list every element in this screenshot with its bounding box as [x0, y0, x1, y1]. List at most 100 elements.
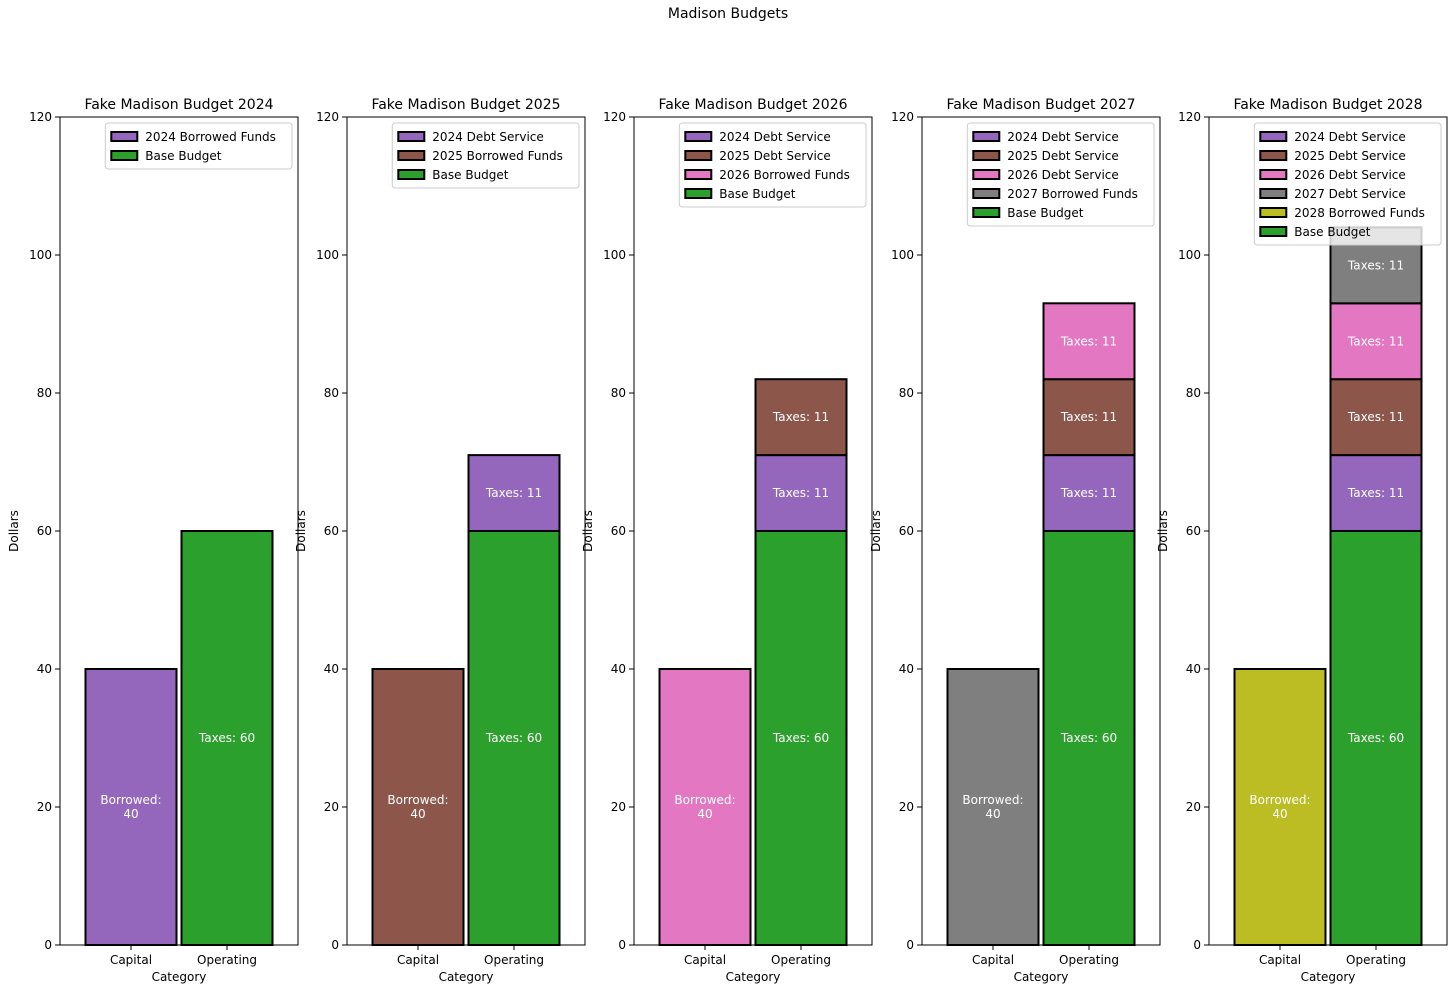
bar-segment — [1233, 668, 1327, 946]
y-axis-label: Dollars — [869, 510, 883, 552]
legend-swatch — [110, 150, 139, 161]
x-tick-label: Capital — [1259, 953, 1301, 967]
y-tick-label: 20 — [1186, 800, 1201, 814]
legend-swatch — [684, 188, 713, 199]
legend-entry: 2027 Borrowed Funds — [1007, 187, 1138, 201]
y-tick-label: 0 — [906, 938, 914, 952]
y-tick-label: 100 — [1178, 248, 1201, 262]
bar-data-label: Taxes: 11 — [1060, 410, 1117, 424]
bar-segment — [754, 530, 848, 946]
x-axis-label: Category — [439, 970, 494, 984]
legend-swatch — [110, 131, 139, 142]
chart-panel: Fake Madison Budget 2024 Dollars 0 20 40 60 80… — [7, 97, 299, 984]
bar-segment — [371, 668, 465, 946]
bar-segment — [1329, 378, 1423, 457]
bar-segment — [180, 530, 274, 946]
legend-entry: 2024 Borrowed Funds — [145, 130, 276, 144]
legend-swatch — [972, 131, 1001, 142]
y-tick-label: 120 — [1178, 110, 1201, 124]
y-tick-label: 20 — [37, 800, 52, 814]
legend-box — [678, 122, 867, 208]
bar-data-label: Taxes: 11 — [485, 486, 542, 500]
bar-data-label: Borrowed: 40 — [1249, 793, 1310, 821]
y-tick-label: 0 — [618, 938, 626, 952]
x-tick-label: Capital — [684, 953, 726, 967]
legend-swatch — [1259, 150, 1288, 161]
y-tick-label: 40 — [899, 662, 914, 676]
y-tick-label: 40 — [1186, 662, 1201, 676]
bar-data-label: Taxes: 60 — [772, 731, 829, 745]
legend-swatch — [1259, 207, 1288, 218]
bar-data-label: Taxes: 60 — [1347, 731, 1404, 745]
legend-swatch — [684, 131, 713, 142]
legend-entry: 2025 Debt Service — [1294, 149, 1405, 163]
bar-data-label: Borrowed: 40 — [962, 793, 1023, 821]
y-tick-label: 80 — [899, 386, 914, 400]
legend-swatch — [1259, 188, 1288, 199]
x-tick-label: Capital — [397, 953, 439, 967]
x-tick-label: Operating — [484, 953, 544, 967]
plot-frame — [1208, 116, 1448, 946]
bar-segment — [1329, 302, 1423, 381]
y-tick-label: 60 — [899, 524, 914, 538]
bar-data-label: Taxes: 11 — [1347, 410, 1404, 424]
y-tick-label: 60 — [324, 524, 339, 538]
bar-data-label: Taxes: 11 — [1347, 258, 1404, 272]
chart-title: Fake Madison Budget 2028 — [1233, 97, 1422, 113]
legend-swatch — [397, 169, 426, 180]
x-axis-label: Category — [152, 970, 207, 984]
x-axis-label: Category — [1301, 970, 1356, 984]
figure-title: Madison Budgets — [667, 6, 789, 22]
bar-data-label: Taxes: 11 — [1347, 486, 1404, 500]
chart-title: Fake Madison Budget 2027 — [946, 97, 1135, 113]
legend-entry: 2024 Debt Service — [1294, 130, 1405, 144]
legend-entry: 2025 Borrowed Funds — [432, 149, 563, 163]
y-tick-label: 80 — [611, 386, 626, 400]
y-tick-label: 0 — [331, 938, 339, 952]
bar-data-label: Taxes: 11 — [772, 486, 829, 500]
legend-entry: 2024 Debt Service — [432, 130, 543, 144]
y-tick-label: 20 — [611, 800, 626, 814]
legend-entry: Base Budget — [432, 168, 508, 182]
y-tick-label: 100 — [603, 248, 626, 262]
legend-box — [104, 122, 293, 170]
legend-box — [966, 122, 1155, 227]
y-tick-label: 100 — [316, 248, 339, 262]
bar-segment — [1042, 302, 1136, 381]
plot-frame — [346, 116, 586, 946]
bar-data-label: Taxes: 11 — [772, 410, 829, 424]
y-tick-label: 120 — [891, 110, 914, 124]
y-tick-label: 120 — [603, 110, 626, 124]
y-tick-label: 20 — [324, 800, 339, 814]
bar-data-label: Taxes: 60 — [198, 731, 255, 745]
x-tick-label: Operating — [771, 953, 831, 967]
bar-segment — [658, 668, 752, 946]
legend-entry: 2024 Debt Service — [1007, 130, 1118, 144]
chart-title: Fake Madison Budget 2024 — [84, 97, 273, 113]
legend-swatch — [972, 188, 1001, 199]
chart-title: Fake Madison Budget 2026 — [658, 97, 847, 113]
bar-data-label: Borrowed: 40 — [100, 793, 161, 821]
y-tick-label: 20 — [899, 800, 914, 814]
chart-panel: Fake Madison Budget 2026 Dollars 0 20 40 60 80… — [581, 97, 873, 984]
legend-entry: 2027 Debt Service — [1294, 187, 1405, 201]
legend-box — [1253, 122, 1442, 246]
bar-data-label: Taxes: 11 — [1060, 334, 1117, 348]
y-tick-label: 60 — [611, 524, 626, 538]
bar-data-label: Taxes: 11 — [1060, 486, 1117, 500]
bar-segment — [946, 668, 1040, 946]
legend-entry: 2024 Debt Service — [719, 130, 830, 144]
legend-entry: Base Budget — [145, 149, 221, 163]
plot-frame — [633, 116, 873, 946]
legend-swatch — [397, 131, 426, 142]
chart-panel: Fake Madison Budget 2028 Dollars 0 20 40 60 80… — [1156, 97, 1448, 984]
legend-box — [391, 122, 580, 189]
y-tick-label: 100 — [29, 248, 52, 262]
legend-entry: 2026 Debt Service — [1294, 168, 1405, 182]
y-tick-label: 0 — [44, 938, 52, 952]
legend: 2024 Debt Service 2025 Borrowed Funds Base… — [391, 122, 580, 189]
y-tick-label: 0 — [1193, 938, 1201, 952]
x-tick-label: Operating — [1346, 953, 1406, 967]
y-tick-label: 100 — [891, 248, 914, 262]
